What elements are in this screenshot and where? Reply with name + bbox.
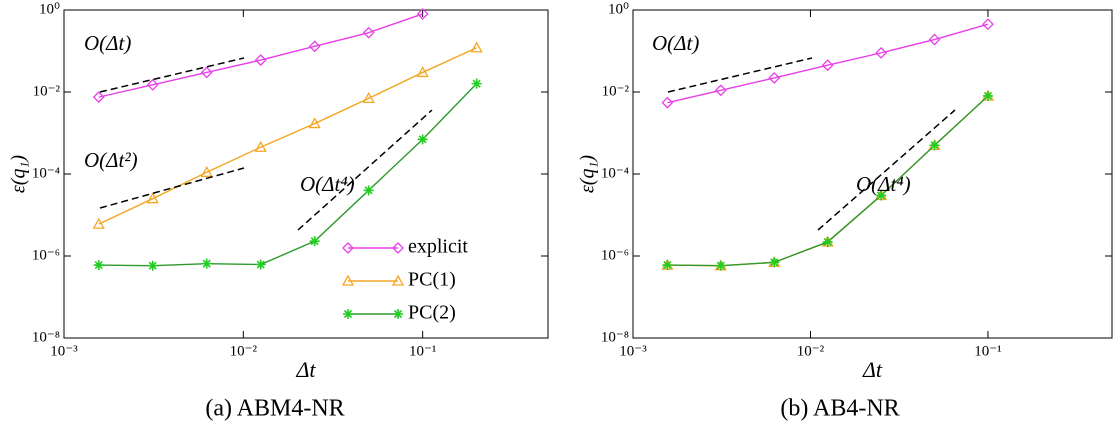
marker [308, 117, 321, 129]
marker [768, 72, 781, 84]
legend-marker [342, 242, 354, 254]
y-tick-label: 10⁻² [33, 83, 61, 99]
y-tick-label: 10⁰ [39, 1, 60, 17]
marker [928, 33, 941, 46]
x-tick-label: 10⁻² [797, 343, 825, 359]
x-tick-label: 10⁻³ [619, 343, 647, 359]
marker [662, 260, 673, 271]
x-tick-label: 10⁻³ [50, 343, 78, 359]
marker [715, 260, 726, 271]
annotation: O(Δt⁴) [300, 172, 355, 196]
marker [982, 90, 993, 101]
marker [875, 46, 888, 59]
marker [362, 92, 375, 104]
marker [661, 96, 674, 109]
marker [146, 192, 159, 204]
legend-marker [391, 274, 405, 286]
x-tick-label: 10⁻¹ [409, 343, 436, 359]
marker [255, 259, 266, 270]
marker [929, 140, 940, 151]
marker [982, 18, 994, 31]
reference-slope [667, 57, 813, 93]
legend-label: PC(1) [408, 269, 456, 291]
y-tick-label: 10⁻⁸ [32, 329, 60, 345]
marker [147, 260, 158, 271]
reference-slope [297, 109, 433, 231]
marker [93, 260, 104, 271]
series-line [667, 23, 989, 104]
x-axis-title: Δt [862, 357, 883, 382]
y-tick-label: 10⁻² [602, 83, 630, 99]
marker [92, 217, 105, 229]
series-line [98, 47, 477, 225]
legend-marker [392, 242, 404, 254]
marker [821, 59, 834, 72]
series-line [98, 83, 478, 267]
annotation: O(Δt) [84, 31, 131, 55]
annotation: O(Δt⁴) [856, 172, 911, 196]
marker [146, 78, 159, 91]
marker [362, 26, 375, 39]
annotation: O(Δt) [652, 31, 699, 55]
marker [200, 66, 213, 79]
marker [876, 190, 887, 201]
legend-label: explicit [408, 236, 468, 258]
caption: (b) AB4-NR [780, 396, 899, 422]
marker [417, 134, 428, 145]
marker [822, 236, 833, 247]
marker [416, 8, 429, 20]
marker [309, 236, 320, 247]
reference-slope [99, 167, 245, 209]
legend-label: PC(2) [408, 302, 456, 324]
marker [416, 66, 429, 78]
marker [92, 91, 105, 104]
marker [470, 41, 483, 53]
marker [769, 257, 780, 268]
reference-slope [99, 57, 245, 93]
marker [471, 78, 482, 89]
marker [714, 84, 727, 97]
y-tick-label: 10⁻⁶ [601, 247, 629, 263]
y-tick-label: 10⁻⁴ [601, 165, 629, 181]
legend-marker [343, 309, 353, 319]
y-tick-label: 10⁰ [608, 1, 629, 17]
series-line [98, 13, 423, 98]
marker [254, 140, 267, 152]
y-axis-title: ε(q₁) [8, 155, 30, 193]
y-axis-title: ε(q₁) [577, 155, 599, 193]
marker [200, 165, 213, 177]
x-tick-label: 10⁻¹ [974, 343, 1001, 359]
y-tick-label: 10⁻⁸ [601, 329, 629, 345]
marker [254, 54, 267, 67]
marker [363, 185, 374, 196]
legend-marker [341, 274, 355, 286]
x-axis-title: Δt [295, 357, 316, 382]
marker [201, 258, 212, 269]
y-tick-label: 10⁻⁴ [32, 165, 60, 181]
x-tick-label: 10⁻² [230, 343, 258, 359]
legend-marker [393, 309, 403, 319]
caption: (a) ABM4-NR [205, 396, 344, 422]
y-tick-label: 10⁻⁶ [32, 247, 60, 263]
marker [308, 40, 321, 53]
annotation: O(Δt²) [84, 148, 138, 172]
reference-slope [817, 109, 956, 231]
